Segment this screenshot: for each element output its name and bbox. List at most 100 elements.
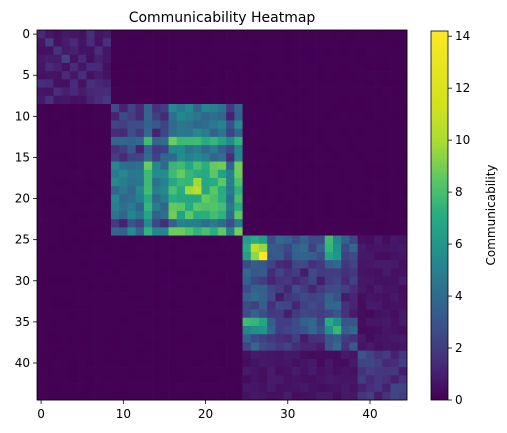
heatmap-cell [365,210,375,220]
heatmap-cell [127,120,137,130]
heatmap-cell [119,309,128,319]
heatmap-cell [135,112,145,121]
heatmap-cell [234,358,243,368]
heatmap-cell [102,71,112,80]
heatmap-cell [152,284,161,294]
heatmap-cell [267,30,276,39]
heatmap-cell [226,71,235,80]
heatmap-cell [61,194,71,204]
heatmap-cell [300,317,309,327]
heatmap-cell [349,30,359,39]
heatmap-cell [398,326,408,335]
heatmap-cell [111,375,120,384]
heatmap-cell [398,194,408,204]
heatmap-cell [45,62,54,72]
heatmap-cell [143,391,153,401]
heatmap-cell [275,186,285,195]
heatmap-cell [94,317,104,327]
heatmap-cell [201,71,211,80]
heatmap-cell [382,383,391,393]
heatmap-cell [78,87,87,97]
heatmap-cell [341,136,350,146]
heatmap-cell [349,79,359,88]
heatmap-cell [250,145,260,154]
heatmap-cell [168,145,178,154]
heatmap-cell [69,112,79,121]
heatmap-cell [382,350,391,360]
heatmap-cell [365,120,375,130]
heatmap-cell [78,358,87,368]
heatmap-cell [234,95,243,105]
heatmap-cell [176,309,186,319]
heatmap-cell [61,219,71,228]
heatmap-cell [242,194,252,204]
heatmap-cell [390,317,400,327]
heatmap-cell [119,284,128,294]
heatmap-cell [333,194,342,204]
heatmap-cell [127,186,137,195]
heatmap-cell [259,112,268,121]
heatmap-cell [201,367,211,376]
heatmap-cell [152,145,161,154]
heatmap-cell [69,71,79,80]
heatmap-cell [201,153,211,162]
heatmap-cell [185,87,194,97]
heatmap-cell [209,128,219,138]
heatmap-cell [267,367,276,376]
heatmap-cell [398,104,408,113]
heatmap-cell [185,375,194,384]
heatmap-cell [135,375,145,384]
heatmap-cell [341,350,350,360]
heatmap-cell [143,210,153,220]
heatmap-cell [283,342,293,352]
heatmap-cell [160,178,169,187]
heatmap-cell [275,54,285,64]
heatmap-cell [127,219,137,228]
heatmap-cell [300,391,309,401]
heatmap-cell [176,136,186,146]
heatmap-cell [316,358,326,368]
heatmap-cell [135,62,145,72]
heatmap-cell [119,136,128,146]
heatmap-cell [94,194,104,204]
heatmap-cell [283,260,293,269]
heatmap-cell [127,112,137,121]
heatmap-cell [160,145,169,154]
heatmap-grid [37,30,408,401]
heatmap-cell [349,120,359,130]
heatmap-cell [300,178,309,187]
heatmap-cell [333,252,342,261]
heatmap-cell [390,153,400,162]
heatmap-cell [152,260,161,269]
heatmap-cell [398,112,408,121]
heatmap-cell [176,194,186,204]
heatmap-cell [341,104,350,113]
heatmap-cell [333,367,342,376]
heatmap-cell [398,30,408,39]
heatmap-cell [357,284,367,294]
heatmap-cell [168,326,178,335]
heatmap-cell [86,367,95,376]
heatmap-cell [37,194,46,204]
heatmap-cell [143,284,153,294]
heatmap-cell [226,243,235,253]
heatmap-cell [168,219,178,228]
heatmap-cell [111,136,120,146]
heatmap-cell [365,169,375,179]
heatmap-cell [374,128,383,138]
heatmap-cell [102,128,112,138]
heatmap-cell [45,210,54,220]
heatmap-cell [308,145,317,154]
heatmap-cell [382,367,391,376]
heatmap-cell [357,120,367,130]
heatmap-cell [135,326,145,335]
heatmap-cell [341,309,350,319]
heatmap-cell [160,252,169,261]
heatmap-cell [324,309,334,319]
y-tick-label: 40 [15,356,30,370]
heatmap-cell [61,375,71,384]
heatmap-cell [357,46,367,56]
heatmap-cell [61,71,71,80]
heatmap-cell [111,367,120,376]
heatmap-cell [324,350,334,360]
